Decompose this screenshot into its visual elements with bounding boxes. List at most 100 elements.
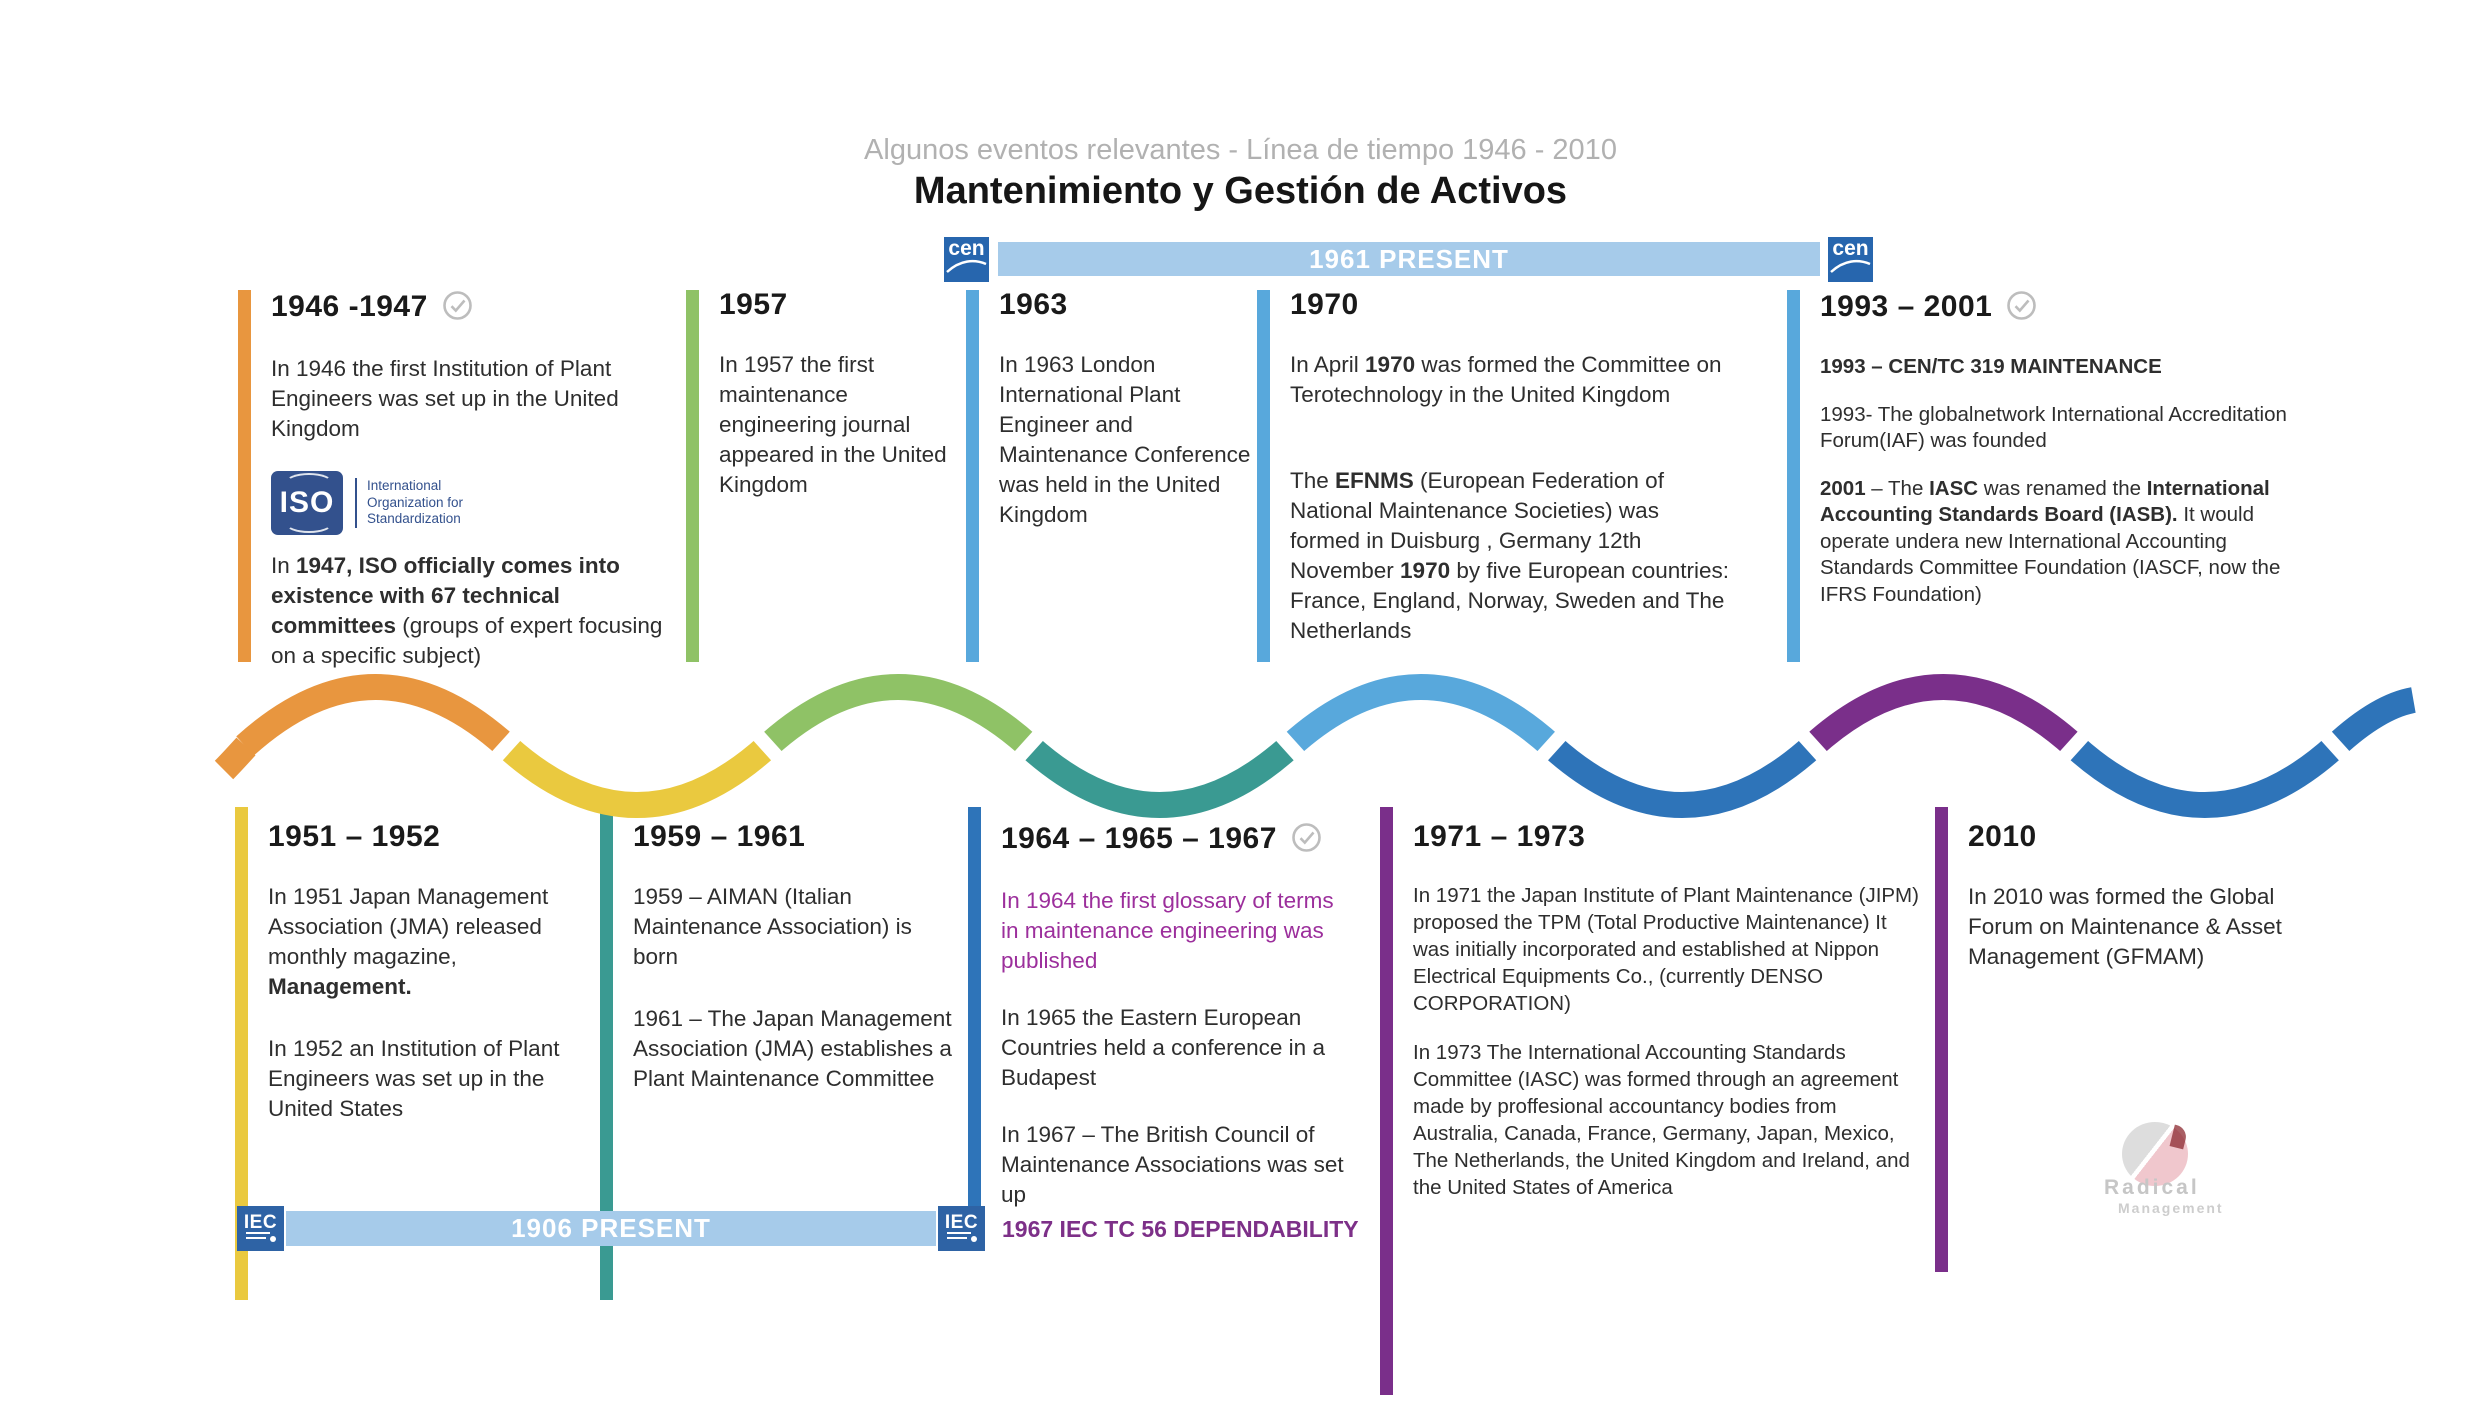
- entry-heading: 1959 – 1961: [633, 820, 957, 854]
- entry-year: 1971 – 1973: [1413, 820, 1586, 853]
- cen-banner: 1961 PRESENT: [998, 242, 1820, 276]
- iec-banner-label: 1906 PRESENT: [511, 1213, 711, 1243]
- timeline-bar: [238, 290, 251, 662]
- entry-paragraph: In 1947, ISO officially comes into exist…: [271, 553, 663, 668]
- entry-paragraph: The EFNMS (European Federation of Nation…: [1290, 468, 1730, 643]
- entry-heading: 1993 – 2001: [1820, 288, 2287, 326]
- entry-paragraph: 1959 – AIMAN (Italian Maintenance Associ…: [633, 884, 912, 969]
- wave-segment: [236, 673, 516, 756]
- entry-paragraph: In 1951 Japan Management Association (JM…: [268, 884, 549, 999]
- timeline-wave: [214, 673, 2417, 819]
- wave-gap: [1533, 727, 1570, 765]
- timeline-bar: [1935, 807, 1948, 1272]
- entry-year: 1993 – 2001: [1820, 290, 1993, 323]
- entry-paragraph: 1993- The globalnetwork International Ac…: [1820, 402, 2287, 453]
- watermark-line2: Management: [2118, 1200, 2224, 1216]
- subtitle: Algunos eventos relevantes - Línea de ti…: [864, 134, 1617, 166]
- entry-heading: 1970: [1290, 288, 1733, 322]
- timeline-bar: [1380, 807, 1393, 1395]
- timeline-entry-2010: 2010 In 2010 was formed the Global Forum …: [1935, 807, 2291, 1272]
- entry-paragraph: In 2010 was formed the Global Forum on M…: [1968, 884, 2282, 969]
- entry-heading: 2010: [1968, 820, 2291, 854]
- iec-logo-text: IEC: [944, 1211, 979, 1233]
- wave-segment: [1804, 673, 2083, 756]
- wave-segment: [497, 736, 777, 819]
- entry-heading: 1971 – 1973: [1413, 820, 1920, 854]
- watermark-line1: Radical: [2104, 1176, 2200, 1199]
- entry-heading: 1946 -1947: [271, 288, 674, 326]
- wave-segment: [1020, 736, 1299, 819]
- iec-logo-text: IEC: [243, 1211, 278, 1233]
- cen-banner-label: 1961 PRESENT: [1309, 243, 1509, 274]
- wave-gap: [1272, 727, 1309, 765]
- entry-paragraph: In 1965 the Eastern European Countries h…: [1001, 1005, 1325, 1090]
- timeline-entry-1959-1961: 1959 – 1961 1959 – AIMAN (Italian Mainten…: [600, 807, 957, 1300]
- iso-logo-caption: International Organization for Standardiza…: [355, 478, 463, 528]
- wave-segment: [1542, 736, 1822, 819]
- entry-year: 1963: [999, 288, 1068, 321]
- entry-paragraph: 1993 – CEN/TC 319 MAINTENANCE: [1820, 355, 2162, 378]
- iec-logo-right: IEC: [938, 1206, 985, 1251]
- timeline-bar: [235, 807, 248, 1300]
- wave-segment: [214, 737, 256, 780]
- iec-banner: 1906 PRESENT: [286, 1211, 936, 1246]
- check-icon: [1291, 822, 1322, 858]
- entry-heading: 1951 – 1952: [268, 820, 581, 854]
- wave-gap: [1794, 727, 1831, 765]
- entry-heading: 1964 – 1965 – 1967: [1001, 820, 1350, 858]
- page-title: Mantenimiento y Gestión de Activos: [913, 170, 1568, 212]
- entry-year: 1951 – 1952: [268, 820, 441, 853]
- wave-gap: [488, 727, 525, 765]
- entry-paragraph: In 1963 London International Plant Engin…: [999, 352, 1251, 527]
- timeline-bar: [600, 807, 613, 1300]
- entry-year: 1959 – 1961: [633, 820, 806, 853]
- radical-management-watermark: Radical Management: [2098, 1120, 2278, 1220]
- timeline-entry-1993-2001: 1993 – 2001 1993 – CEN/TC 319 MAINTENANCE…: [1787, 288, 2287, 662]
- entry-paragraph: In 1971 the Japan Institute of Plant Mai…: [1413, 884, 1919, 1015]
- timeline-entry-1964-1965-1967: 1964 – 1965 – 1967 In 1964 the first glos…: [968, 807, 1350, 1228]
- wave-gap: [749, 727, 786, 765]
- timeline-entry-1970: 1970 In April 1970 was formed the Committ…: [1257, 288, 1733, 702]
- entry-paragraph: In 1952 an Institution of Plant Engineer…: [268, 1036, 560, 1121]
- entry-paragraph: In 1967 – The British Council of Mainten…: [1001, 1122, 1344, 1207]
- entry-paragraph: In 1964 the first glossary of terms in m…: [1001, 888, 1334, 973]
- entry-paragraph: In April 1970 was formed the Committee o…: [1290, 352, 1722, 407]
- entry-paragraph: In 1946 the first Institution of Plant E…: [271, 356, 619, 441]
- timeline-bar: [968, 807, 981, 1228]
- entry-year: 1964 – 1965 – 1967: [1001, 822, 1277, 855]
- wave-segment: [2065, 736, 2345, 819]
- check-icon: [442, 290, 473, 326]
- wave-segment: [758, 673, 1038, 756]
- entry-heading: 1957: [719, 288, 971, 322]
- iso-logo-box: ISO: [271, 471, 343, 535]
- timeline-bar: [966, 290, 979, 662]
- timeline-entry-1957: 1957 In 1957 the first maintenance engine…: [686, 288, 971, 662]
- entry-year: 1946 -1947: [271, 290, 428, 323]
- timeline-entry-1963: 1963 In 1963 London International Plant E…: [966, 288, 1258, 662]
- cen-swoosh-icon: [1830, 259, 1871, 273]
- cen-logo-right: cen: [1828, 237, 1873, 282]
- entry-year: 2010: [1968, 820, 2037, 853]
- cen-logo-text: cen: [948, 236, 985, 260]
- entry-paragraph: In 1957 the first maintenance engineerin…: [719, 352, 947, 497]
- timeline-bar: [686, 290, 699, 662]
- iec-underline-icon: [245, 1231, 276, 1242]
- wave-gap: [1010, 727, 1047, 765]
- entry-paragraph: 1961 – The Japan Management Association …: [633, 1006, 952, 1091]
- wave-gap: [2056, 727, 2093, 765]
- entry-paragraph: In 1973 The International Accounting Sta…: [1413, 1041, 1910, 1199]
- iec-underline-icon: [946, 1231, 977, 1242]
- wave-segment: [1281, 673, 1561, 756]
- entry-year: 1970: [1290, 288, 1359, 321]
- timeline-entry-1971-1973: 1971 – 1973 In 1971 the Japan Institute o…: [1380, 807, 1920, 1395]
- timeline-entry-1946-1947: 1946 -1947 In 1946 the first Institution …: [238, 288, 674, 671]
- iec-logo-left: IEC: [237, 1206, 284, 1251]
- wave-segment: [2326, 687, 2417, 756]
- timeline-bar: [1257, 290, 1270, 662]
- timeline-bar: [1787, 290, 1800, 662]
- iso-logo: ISO International Organization for Standard…: [271, 471, 674, 535]
- entry-paragraph: 2001 – The IASC was renamed the Internat…: [1820, 476, 2281, 606]
- cen-swoosh-icon: [946, 259, 987, 273]
- iec-tc56-note: 1967 IEC TC 56 DEPENDABILITY: [1002, 1216, 1359, 1242]
